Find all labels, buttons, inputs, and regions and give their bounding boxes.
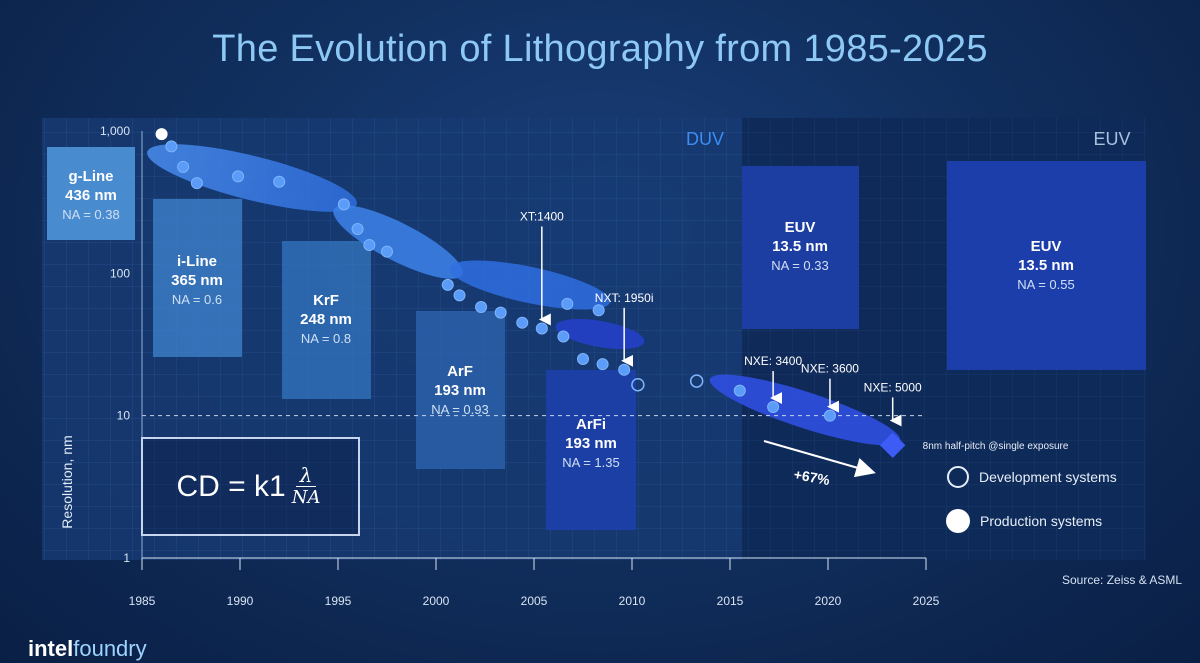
production-point [351, 222, 364, 235]
production-point [557, 330, 570, 343]
production-point [232, 170, 245, 183]
box-name: KrF [313, 292, 339, 309]
box-na: NA = 0.93 [431, 402, 488, 417]
production-point [155, 128, 168, 141]
box-name: g-Line [69, 168, 114, 185]
formula-denominator: NA [291, 487, 321, 508]
production-point [823, 409, 836, 422]
production-point [441, 278, 454, 291]
trend-label: +67% [793, 466, 832, 488]
box-euv-033: EUV 13.5 nm NA = 0.33 [742, 166, 859, 329]
legend-label: Development systems [979, 469, 1117, 485]
box-arf: ArF 193 nm NA = 0.93 [416, 311, 505, 469]
development-point [689, 374, 704, 388]
light-source-boxes: g-Line 436 nm NA = 0.38 i-Line 365 nm NA… [47, 147, 1146, 530]
formula-fraction: λ NA [288, 464, 325, 509]
box-na: NA = 0.55 [1017, 277, 1074, 292]
box-na: NA = 0.8 [301, 331, 351, 346]
production-point [165, 140, 178, 153]
page-title: The Evolution of Lithography from 1985-2… [212, 28, 988, 70]
y-tick-label: 1 [123, 551, 130, 565]
formula-numerator: λ [295, 464, 317, 487]
legend-production: Production systems [946, 509, 1102, 533]
box-euv-055: EUV 13.5 nm NA = 0.55 [947, 161, 1146, 370]
production-point [577, 353, 589, 366]
annotation-label: NXT: 1950i [595, 291, 654, 305]
box-g-line: g-Line 436 nm NA = 0.38 [47, 147, 135, 240]
legend-label: Production systems [980, 513, 1103, 529]
production-point [475, 301, 488, 314]
y-tick-label: 1,000 [100, 124, 130, 138]
annotation-label: NXE: 5000 [864, 380, 922, 394]
box-name: i-Line [177, 253, 217, 270]
target-diamond [879, 432, 906, 458]
x-tick-label: 2015 [717, 594, 744, 608]
euv-label: EUV [1093, 129, 1130, 149]
box-na: NA = 1.35 [562, 455, 619, 470]
y-tick-label: 100 [110, 266, 130, 280]
box-name: ArF [447, 363, 473, 380]
production-point [592, 304, 605, 317]
box-wavelength: 13.5 nm [772, 238, 828, 255]
intel-foundry-logo: intelfoundry [28, 636, 147, 661]
production-point [596, 358, 609, 371]
box-wavelength: 365 nm [171, 272, 223, 289]
development-point [631, 377, 645, 392]
production-point [561, 297, 574, 310]
box-name: EUV [1031, 238, 1062, 255]
box-na: NA = 0.38 [62, 207, 119, 222]
box-wavelength: 248 nm [300, 311, 352, 328]
production-point [618, 363, 631, 376]
x-tick-label: 2005 [521, 594, 548, 608]
production-point [535, 322, 548, 335]
box-na: NA = 0.33 [771, 258, 828, 273]
formula-box: CD = k1 λ NA [141, 437, 360, 536]
box-name: ArFi [576, 416, 606, 433]
production-point [494, 306, 507, 319]
production-point [190, 177, 203, 190]
x-tick-label: 1990 [227, 594, 254, 608]
x-tick-label: 2010 [619, 594, 646, 608]
x-tick-label: 2020 [815, 594, 842, 608]
box-wavelength: 193 nm [565, 435, 617, 452]
box-krf: KrF 248 nm NA = 0.8 [282, 241, 371, 399]
trend-blobs [147, 144, 901, 446]
production-point [767, 401, 780, 414]
x-tick-label: 2000 [423, 594, 450, 608]
target-label: 8nm half-pitch @single exposure [923, 441, 1069, 452]
box-wavelength: 436 nm [65, 187, 117, 204]
production-point [381, 245, 393, 258]
x-tick-label: 1995 [325, 594, 352, 608]
open-circle-icon [947, 466, 969, 488]
box-wavelength: 193 nm [434, 382, 486, 399]
data-points: 8nm half-pitch @single exposure [155, 128, 1069, 458]
filled-circle-icon [946, 509, 970, 533]
annotation-label: NXE: 3400 [744, 354, 802, 368]
production-point [516, 316, 529, 329]
source-note: Source: Zeiss & ASML [1062, 573, 1183, 587]
y-axis-label: Resolution, nm [59, 435, 75, 528]
legend-development: Development systems [947, 466, 1117, 488]
y-tick-label: 10 [117, 409, 131, 423]
production-point [453, 289, 466, 302]
production-point [733, 384, 746, 397]
trend-arrow [763, 440, 876, 478]
box-wavelength: 13.5 nm [1018, 257, 1074, 274]
x-tick-label: 2025 [913, 594, 940, 608]
annotation-label: NXE: 3600 [801, 362, 859, 376]
box-arfi: ArFi 193 nm NA = 1.35 [546, 370, 636, 530]
annotation-label: XT:1400 [520, 209, 564, 223]
production-point [363, 239, 376, 252]
production-point [337, 198, 350, 211]
x-tick-label: 1985 [129, 594, 156, 608]
box-name: EUV [785, 219, 816, 236]
production-point [177, 160, 190, 173]
box-i-line: i-Line 365 nm NA = 0.6 [153, 199, 242, 357]
box-na: NA = 0.6 [172, 292, 222, 307]
formula-lhs: CD = k1 [176, 469, 286, 503]
production-point [273, 175, 286, 188]
duv-label: DUV [686, 129, 724, 149]
